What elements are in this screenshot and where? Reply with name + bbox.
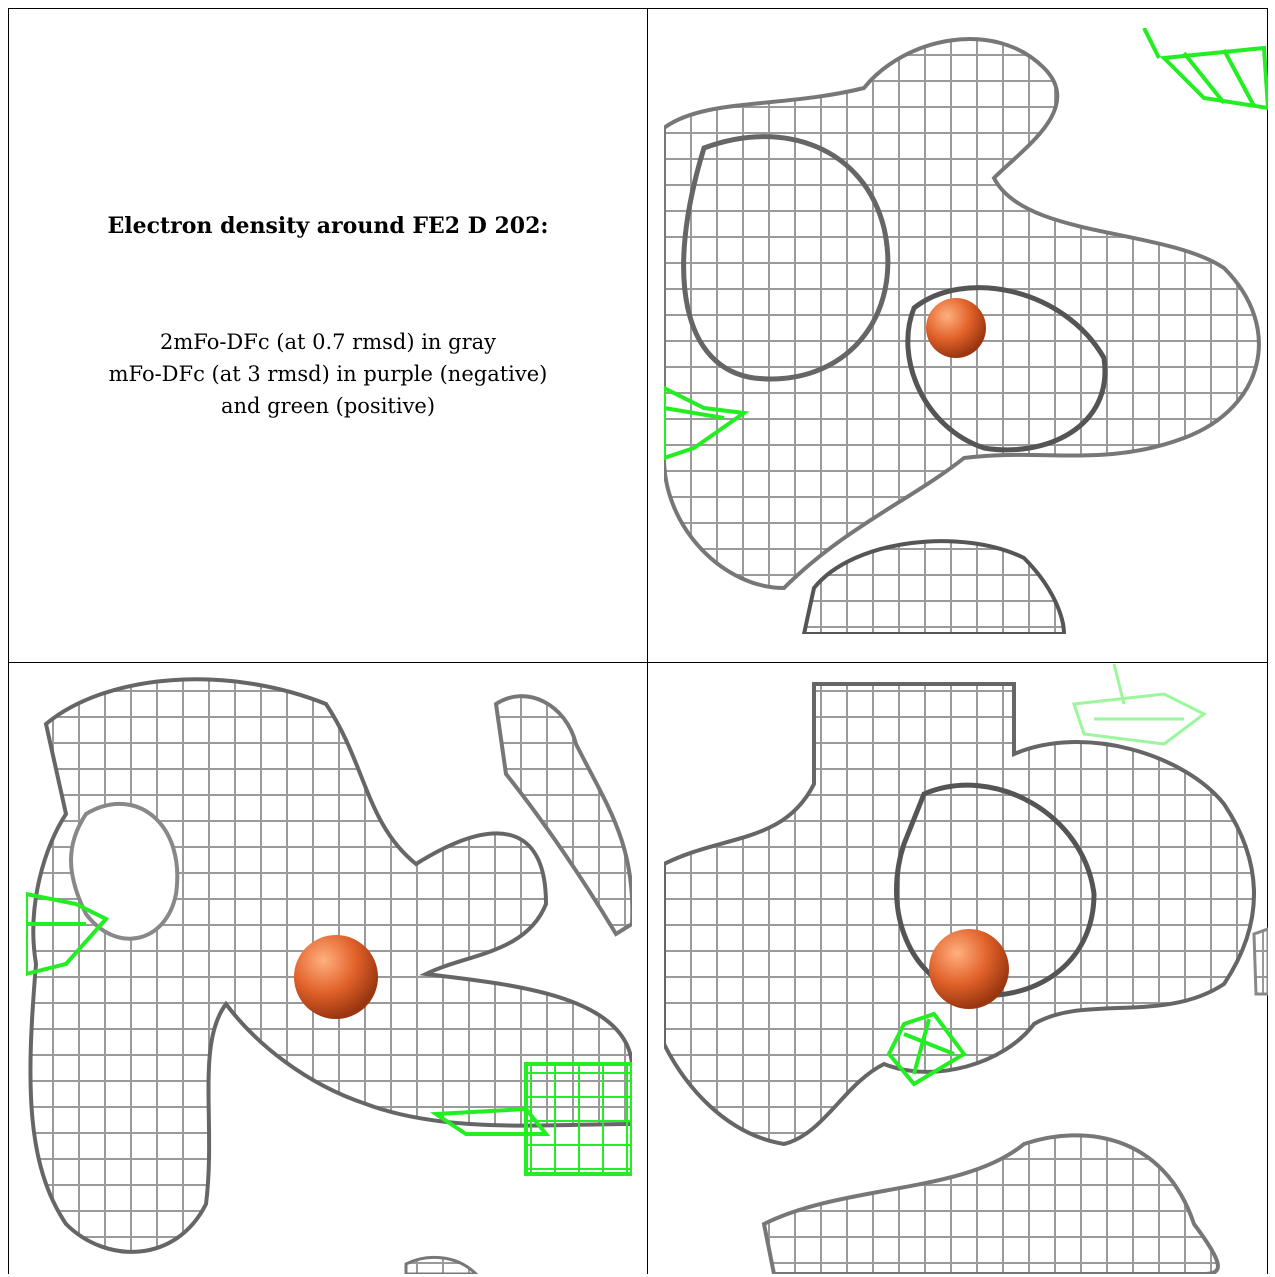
caption-line-colors: and green (positive) [220,394,436,418]
caption-line-2fofc: 2mFo-DFc (at 0.7 rmsd) in gray [160,330,496,354]
table-border-row [8,662,1268,663]
table-border-top [8,8,1268,9]
caption-cell: Electron density around FE2 D 202: 2mFo-… [8,8,648,663]
density-view-1 [664,28,1268,634]
caption-line-fofc: mFo-DFc (at 3 rmsd) in purple (negative) [108,362,548,386]
table-border-middle [647,8,648,1274]
table-border-right [1267,8,1268,1274]
density-view-3 [664,664,1268,1274]
map-fofc-positive-mesh [886,664,1207,1087]
map-fofc-positive-mesh [26,891,632,1176]
density-view-2 [26,664,632,1274]
iron-atom-sphere [294,935,378,1019]
caption-title: Electron density around FE2 D 202: [107,213,549,239]
density-view-2-image [26,677,632,1274]
iron-atom-sphere [929,929,1009,1009]
table-border-left [8,8,9,1274]
figure-table: Electron density around FE2 D 202: 2mFo-… [8,8,1268,1274]
iron-atom-sphere [926,298,986,358]
density-view-1-image [664,28,1268,634]
caption-body: 2mFo-DFc (at 0.7 rmsd) in gray mFo-DFc (… [8,326,648,422]
map-fofc-positive-mesh [664,28,1268,461]
density-view-3-image [664,664,1268,1274]
map-2fofc-mesh [664,682,1268,1274]
